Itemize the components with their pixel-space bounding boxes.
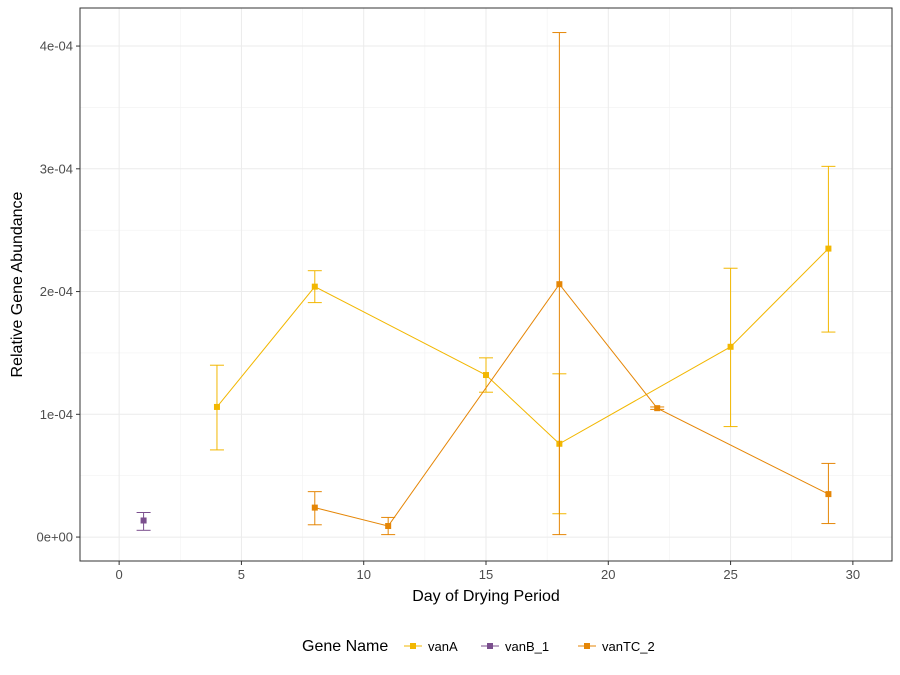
legend-key-vanB_1	[481, 643, 499, 649]
y-tick-label: 1e-04	[40, 407, 73, 422]
data-point-vanA	[213, 403, 220, 410]
x-tick-label: 30	[846, 567, 860, 582]
y-axis-title: Relative Gene Abundance	[9, 191, 26, 377]
legend-label-vanA: vanA	[428, 639, 458, 654]
series-layer	[136, 32, 836, 536]
data-point-vanA	[727, 343, 734, 350]
series-line-vanTC_2	[314, 283, 829, 527]
y-tick-label: 0e+00	[36, 530, 73, 545]
legend-key-vanA	[404, 643, 422, 649]
x-tick-label: 5	[238, 567, 245, 582]
x-tick-label: 10	[356, 567, 370, 582]
legend-label-vanB_1: vanB_1	[505, 639, 549, 654]
series-vanTC_2	[307, 32, 836, 536]
major-gridlines	[80, 8, 892, 561]
legend-key-marker	[410, 643, 416, 649]
y-tick-label: 2e-04	[40, 284, 73, 299]
x-axis-title: Day of Drying Period	[412, 588, 560, 605]
y-tick-label: 4e-04	[40, 39, 73, 54]
legend-key-marker	[584, 643, 590, 649]
x-axis: 0 5 10 15 20 25 30	[116, 561, 860, 582]
x-tick-label: 15	[479, 567, 493, 582]
legend: Gene Name vanA vanB_1 vanTC_2	[302, 638, 655, 655]
legend-title: Gene Name	[302, 638, 388, 655]
data-point-vanA	[483, 372, 489, 379]
data-point-vanTC_2	[825, 491, 832, 498]
legend-key-marker	[487, 643, 493, 649]
legend-label-vanTC_2: vanTC_2	[602, 639, 655, 654]
data-point-vanTC_2	[556, 281, 563, 288]
series-vanA	[209, 165, 836, 515]
y-tick-label: 3e-04	[40, 161, 73, 176]
data-point-vanTC_2	[654, 405, 661, 412]
y-axis: 0e+00 1e-04 2e-04 3e-04 4e-04	[36, 39, 80, 545]
legend-key-vanTC_2	[578, 643, 596, 649]
data-point-vanTC_2	[385, 523, 392, 530]
x-tick-label: 20	[601, 567, 615, 582]
data-point-vanB_1	[140, 517, 147, 524]
data-point-vanA	[311, 283, 318, 290]
series-vanB_1	[136, 512, 151, 531]
data-point-vanA	[825, 245, 832, 252]
x-tick-label: 25	[723, 567, 737, 582]
x-tick-label: 0	[116, 567, 123, 582]
series-line-vanA	[216, 248, 829, 445]
data-point-vanTC_2	[311, 504, 318, 511]
